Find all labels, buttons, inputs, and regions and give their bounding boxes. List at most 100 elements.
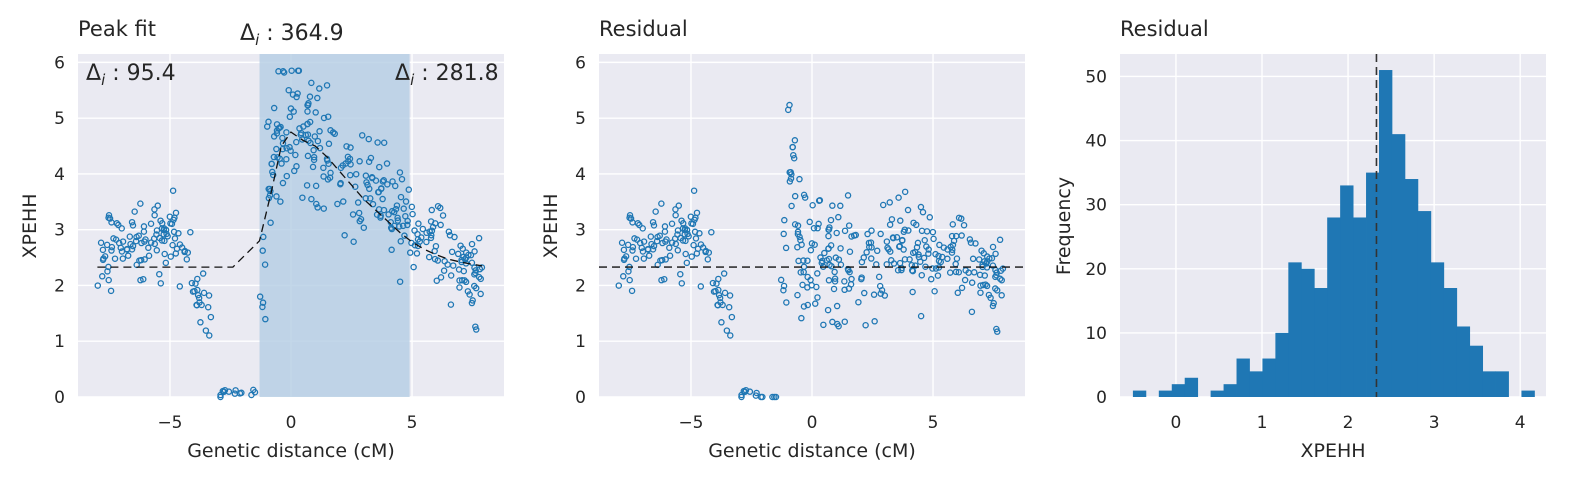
residual-point	[631, 235, 638, 242]
data-point	[460, 267, 468, 275]
residual-point	[930, 235, 937, 243]
data-point	[103, 241, 111, 249]
data-point	[157, 217, 164, 224]
delta-right-annotation: Δi : 281.8	[395, 61, 499, 89]
residual-point	[683, 259, 691, 267]
data-point	[154, 202, 162, 209]
residual-point	[873, 247, 881, 255]
histogram-bar	[1132, 390, 1147, 397]
data-point	[156, 270, 163, 278]
residual-point	[926, 214, 934, 221]
histogram-bar	[1417, 211, 1432, 397]
data-point	[295, 67, 303, 74]
data-point	[99, 246, 107, 254]
residual-point	[986, 255, 993, 262]
data-point	[459, 245, 467, 252]
residual-point	[886, 199, 894, 206]
residual-point	[992, 273, 999, 281]
histogram-bar	[1301, 268, 1315, 397]
residual-point	[992, 250, 999, 258]
residual-point	[934, 272, 942, 279]
data-point	[267, 219, 274, 226]
data-point	[458, 276, 466, 284]
data-point	[428, 231, 435, 239]
data-point	[200, 289, 208, 297]
residual-point	[788, 202, 795, 210]
residual-point	[697, 283, 705, 290]
data-point	[425, 253, 433, 261]
residual-point	[653, 237, 661, 245]
histogram-bar	[1288, 262, 1302, 397]
data-point	[388, 246, 395, 254]
data-point	[124, 252, 132, 259]
residual-point	[625, 268, 632, 275]
data-point	[308, 79, 315, 87]
residual-point	[895, 194, 902, 201]
data-point	[476, 265, 484, 273]
residual-point	[879, 201, 887, 209]
residual-point	[955, 214, 963, 222]
residual-point	[794, 243, 801, 251]
data-point	[107, 287, 115, 295]
residual-point	[780, 282, 788, 290]
data-point	[286, 143, 293, 151]
data-point	[327, 127, 334, 134]
residual-point	[970, 269, 978, 276]
residual-point	[710, 288, 718, 295]
y-tick-label: 3	[575, 221, 586, 241]
data-point	[184, 249, 192, 256]
data-point	[207, 313, 215, 321]
residual-point	[981, 272, 989, 279]
data-point	[259, 299, 267, 306]
data-point	[128, 218, 136, 226]
residual-point	[786, 169, 793, 176]
residual-point	[875, 273, 883, 281]
x-tick-label: 5	[407, 413, 418, 433]
residual-point	[672, 206, 679, 213]
residual-point	[668, 239, 676, 246]
residual-point	[652, 208, 659, 215]
data-point	[118, 248, 126, 255]
residual-point	[704, 256, 712, 263]
data-point	[304, 152, 312, 160]
data-point	[156, 234, 163, 242]
data-point	[172, 209, 180, 217]
residual-point	[629, 219, 636, 226]
data-point	[360, 224, 368, 231]
residual-point	[996, 236, 1004, 244]
residual-point	[777, 276, 785, 284]
residual-point	[814, 224, 821, 232]
residual-point	[899, 236, 906, 244]
residual-point	[620, 246, 628, 254]
data-point	[349, 211, 357, 218]
residual-point	[983, 282, 991, 290]
data-point	[439, 212, 447, 219]
x-tick-label: 4	[1515, 413, 1526, 433]
residual-point	[780, 287, 787, 294]
residual-point	[909, 249, 917, 257]
residual-point	[696, 230, 703, 237]
residual-point	[622, 253, 630, 260]
data-point	[310, 153, 318, 161]
data-point	[313, 200, 320, 208]
data-point	[270, 153, 278, 161]
residual-point	[674, 227, 682, 234]
data-point	[416, 238, 424, 245]
residual-point	[950, 237, 958, 245]
x-tick-label: −5	[157, 413, 182, 433]
residual-point	[794, 291, 801, 299]
data-point	[467, 251, 475, 259]
residual-point	[990, 299, 997, 307]
data-point	[396, 278, 404, 285]
residual-point	[917, 203, 925, 211]
residual-point	[809, 202, 816, 209]
x-tick-label: 3	[1429, 413, 1440, 433]
data-point	[285, 86, 292, 94]
data-point	[388, 225, 396, 233]
residual-point	[870, 291, 878, 298]
data-point	[269, 168, 276, 176]
histogram-bar	[1340, 185, 1354, 397]
residual-point	[678, 280, 686, 287]
residual-point	[692, 235, 700, 242]
